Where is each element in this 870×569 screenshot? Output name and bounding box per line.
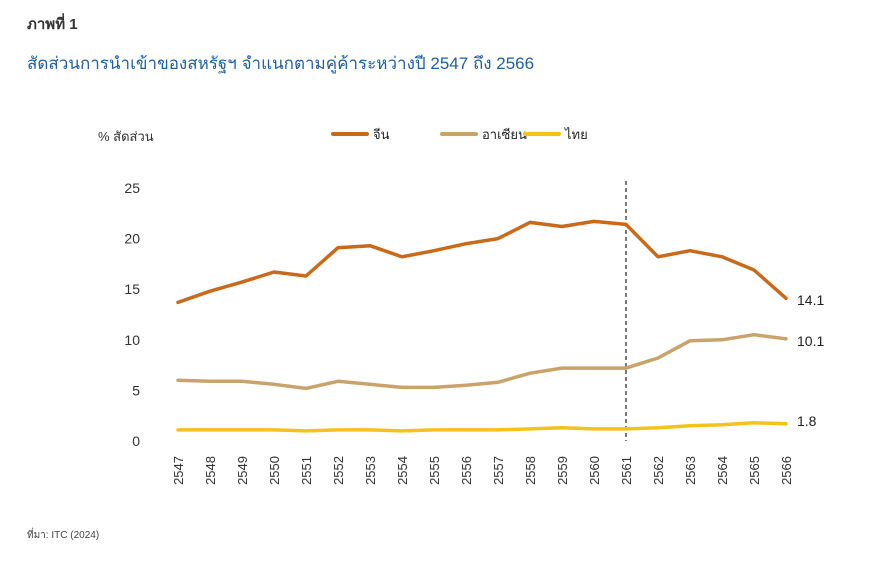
x-tick-label: 2565 — [747, 456, 762, 485]
x-tick-label: 2560 — [587, 456, 602, 485]
x-tick-label: 2547 — [171, 456, 186, 485]
x-tick-label: 2555 — [427, 456, 442, 485]
x-tick-label: 2550 — [267, 456, 282, 485]
chart-title: สัดส่วนการนำเข้าของสหรัฐฯ จำแนกตามคู่ค้า… — [27, 54, 535, 73]
series-lines — [176, 219, 788, 433]
x-tick-label: 2557 — [491, 456, 506, 485]
y-tick-label: 10 — [124, 332, 140, 348]
series-line-1 — [176, 332, 788, 391]
series-line-0 — [176, 219, 788, 305]
x-tick-label: 2548 — [203, 456, 218, 485]
x-tick-label: 2562 — [651, 456, 666, 485]
series-line-2 — [176, 421, 788, 433]
legend: จีน อาเซียน ไทย — [331, 127, 588, 142]
x-tick-label: 2563 — [683, 456, 698, 485]
x-axis-ticks: 2547 2548 2549 2550 2551 2552 2553 2554 2555 2556… — [171, 456, 794, 485]
x-tick-label: 2558 — [523, 456, 538, 485]
x-tick-label: 2549 — [235, 456, 250, 485]
end-labels: 14.1 10.1 1.8 — [797, 292, 824, 429]
end-value-label: 10.1 — [797, 333, 824, 349]
x-tick-label: 2556 — [459, 456, 474, 485]
x-tick-label: 2561 — [619, 456, 634, 485]
legend-label: จีน — [373, 127, 390, 142]
x-tick-label: 2553 — [363, 456, 378, 485]
x-tick-label: 2554 — [395, 456, 410, 485]
y-tick-label: 20 — [124, 231, 140, 247]
y-tick-label: 0 — [132, 433, 140, 449]
source-note: ที่มา: ITC (2024) — [27, 530, 100, 541]
y-axis-ticks: 0 5 10 15 20 25 — [124, 180, 140, 449]
y-tick-label: 15 — [124, 281, 140, 297]
end-value-label: 14.1 — [797, 292, 824, 308]
y-tick-label: 5 — [132, 382, 140, 398]
y-axis-label: % สัดส่วน — [98, 129, 154, 144]
x-tick-label: 2564 — [715, 456, 730, 485]
x-tick-label: 2552 — [331, 456, 346, 485]
x-tick-label: 2551 — [299, 456, 314, 485]
x-tick-label: 2559 — [555, 456, 570, 485]
x-tick-label: 2566 — [779, 456, 794, 485]
y-tick-label: 25 — [124, 180, 140, 196]
figure-label: ภาพที่ 1 — [27, 16, 78, 33]
end-value-label: 1.8 — [797, 413, 817, 429]
legend-label: ไทย — [564, 127, 588, 142]
legend-label: อาเซียน — [482, 127, 527, 142]
